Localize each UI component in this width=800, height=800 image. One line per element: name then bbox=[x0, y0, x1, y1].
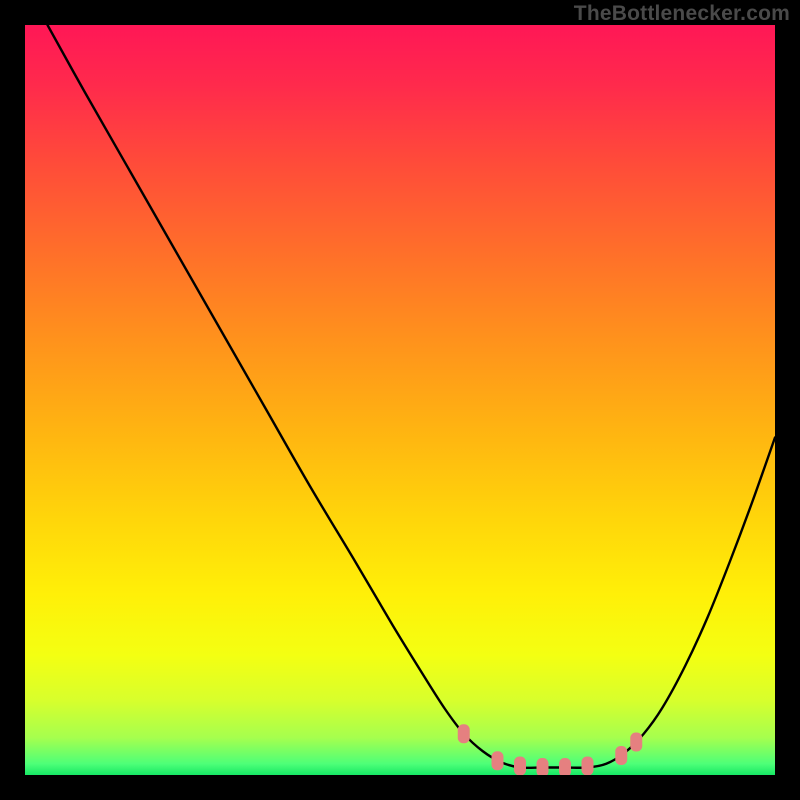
plot-area bbox=[25, 25, 775, 775]
marker-point bbox=[560, 759, 571, 776]
marker-point bbox=[616, 747, 627, 765]
marker-point bbox=[515, 757, 526, 775]
watermark-text: TheBottlenecker.com bbox=[574, 2, 790, 26]
marker-point bbox=[582, 757, 593, 775]
gradient-background bbox=[25, 25, 775, 775]
marker-point bbox=[537, 759, 548, 776]
border-right bbox=[775, 0, 800, 800]
chart-container: TheBottlenecker.com bbox=[0, 0, 800, 800]
marker-point bbox=[631, 733, 642, 751]
plot-svg bbox=[25, 25, 775, 775]
marker-point bbox=[458, 725, 469, 743]
border-bottom bbox=[0, 775, 800, 800]
marker-point bbox=[492, 752, 503, 770]
border-left bbox=[0, 0, 25, 800]
